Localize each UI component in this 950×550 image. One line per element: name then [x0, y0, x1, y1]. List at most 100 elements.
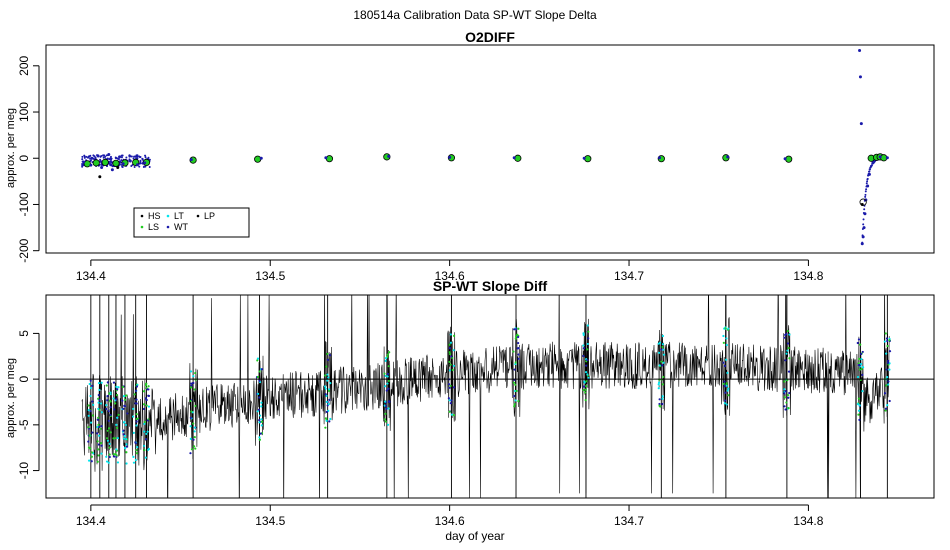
- calibration-point: [109, 431, 112, 434]
- calibration-point: [189, 437, 192, 440]
- calibration-point: [783, 380, 786, 383]
- calibration-point: [723, 402, 726, 405]
- calibration-point: [192, 445, 196, 448]
- wt-point: [878, 155, 882, 159]
- calibration-point: [584, 391, 587, 394]
- calibration-point: [661, 334, 665, 338]
- calibration-point: [448, 351, 451, 354]
- calibration-point: [192, 438, 195, 441]
- calibration-point: [142, 407, 146, 411]
- calibration-point: [112, 397, 115, 400]
- calibration-point: [517, 357, 520, 360]
- calibration-point: [448, 346, 451, 350]
- calibration-point: [125, 394, 128, 397]
- calibration-point: [452, 414, 455, 417]
- calibration-point: [385, 407, 388, 410]
- calibration-point: [587, 337, 590, 340]
- calibration-point: [190, 410, 193, 413]
- calibration-point: [145, 404, 148, 407]
- wt-scatter-dot: [99, 160, 102, 163]
- wt-scatter-dot: [90, 156, 93, 159]
- lp-point: [116, 165, 120, 169]
- calibration-point: [586, 324, 589, 327]
- calibration-point: [784, 333, 787, 337]
- calibration-point: [96, 425, 99, 429]
- wt-point: [387, 154, 391, 158]
- calibration-point: [193, 436, 196, 439]
- wt-point: [89, 163, 93, 167]
- calibration-point: [327, 389, 331, 392]
- calibration-point: [97, 393, 100, 397]
- calibration-point: [122, 429, 125, 432]
- wt-scatter-dot: [868, 170, 871, 173]
- calibration-point: [386, 382, 389, 385]
- calibration-point: [885, 337, 889, 340]
- calibration-point: [785, 401, 788, 404]
- calibration-point: [106, 399, 109, 402]
- calibration-point: [125, 443, 128, 446]
- calibration-point: [125, 451, 128, 454]
- calibration-point: [514, 399, 517, 402]
- wt-scatter-dot: [104, 155, 107, 158]
- slope-diff-marks: [46, 295, 934, 498]
- wt-scatter-dot: [139, 159, 142, 162]
- calibration-point: [89, 386, 93, 390]
- calibration-point: [449, 333, 452, 336]
- calibration-point: [89, 447, 92, 450]
- calibration-point: [388, 351, 391, 354]
- calibration-point: [257, 392, 260, 395]
- calibration-point: [657, 387, 660, 390]
- calibration-point: [857, 362, 860, 365]
- calibration-point: [97, 401, 100, 404]
- calibration-point: [727, 394, 730, 397]
- wt-scatter-dot: [132, 157, 135, 160]
- calibration-point: [135, 413, 138, 416]
- calibration-point: [324, 374, 327, 377]
- calibration-point: [136, 446, 139, 449]
- calibration-point: [135, 402, 138, 405]
- calibration-point: [91, 400, 94, 403]
- wt-scatter-dot: [110, 161, 113, 164]
- wt-scatter-dot: [864, 195, 867, 198]
- calibration-point: [861, 350, 864, 354]
- calibration-point: [126, 412, 129, 415]
- calibration-point: [91, 431, 94, 434]
- calibration-point: [887, 383, 890, 386]
- calibration-point: [447, 383, 451, 386]
- calibration-point: [258, 396, 261, 399]
- calibration-point: [96, 460, 99, 463]
- calibration-point: [516, 333, 519, 336]
- wt-point: [867, 172, 871, 176]
- calibration-point: [91, 384, 94, 387]
- calibration-point: [888, 399, 891, 403]
- slope-diff-axes: 134.4 134.5 134.6 134.7 134.8 -10 -5 0 5: [17, 330, 824, 528]
- calibration-point: [124, 438, 128, 441]
- calibration-point: [452, 349, 455, 352]
- wt-scatter-dot: [120, 156, 123, 159]
- calibration-point: [513, 328, 516, 331]
- calibration-point: [258, 419, 261, 422]
- calibration-point: [661, 397, 664, 400]
- wt-point: [189, 158, 193, 162]
- calibration-point: [724, 391, 727, 394]
- calibration-point: [514, 389, 517, 393]
- wt-point: [658, 156, 662, 160]
- calibration-point: [661, 395, 664, 398]
- calibration-point: [387, 387, 390, 390]
- calibration-point: [787, 370, 791, 373]
- calibration-point: [256, 375, 260, 379]
- calibration-point: [858, 368, 862, 371]
- wt-scatter-dot: [147, 156, 150, 159]
- wt-point: [128, 159, 132, 163]
- y-tick-label: 5: [17, 330, 31, 337]
- calibration-point: [724, 327, 727, 330]
- wt-scatter-dot: [125, 156, 128, 159]
- calibration-point: [143, 448, 146, 452]
- wt-scatter-dot: [141, 157, 144, 160]
- wt-scatter-dot: [136, 155, 139, 158]
- calibration-point: [117, 386, 120, 389]
- calibration-point: [96, 440, 99, 443]
- calibration-point: [586, 348, 589, 351]
- calibration-point: [722, 361, 725, 364]
- x-axis-label: day of year: [445, 529, 504, 543]
